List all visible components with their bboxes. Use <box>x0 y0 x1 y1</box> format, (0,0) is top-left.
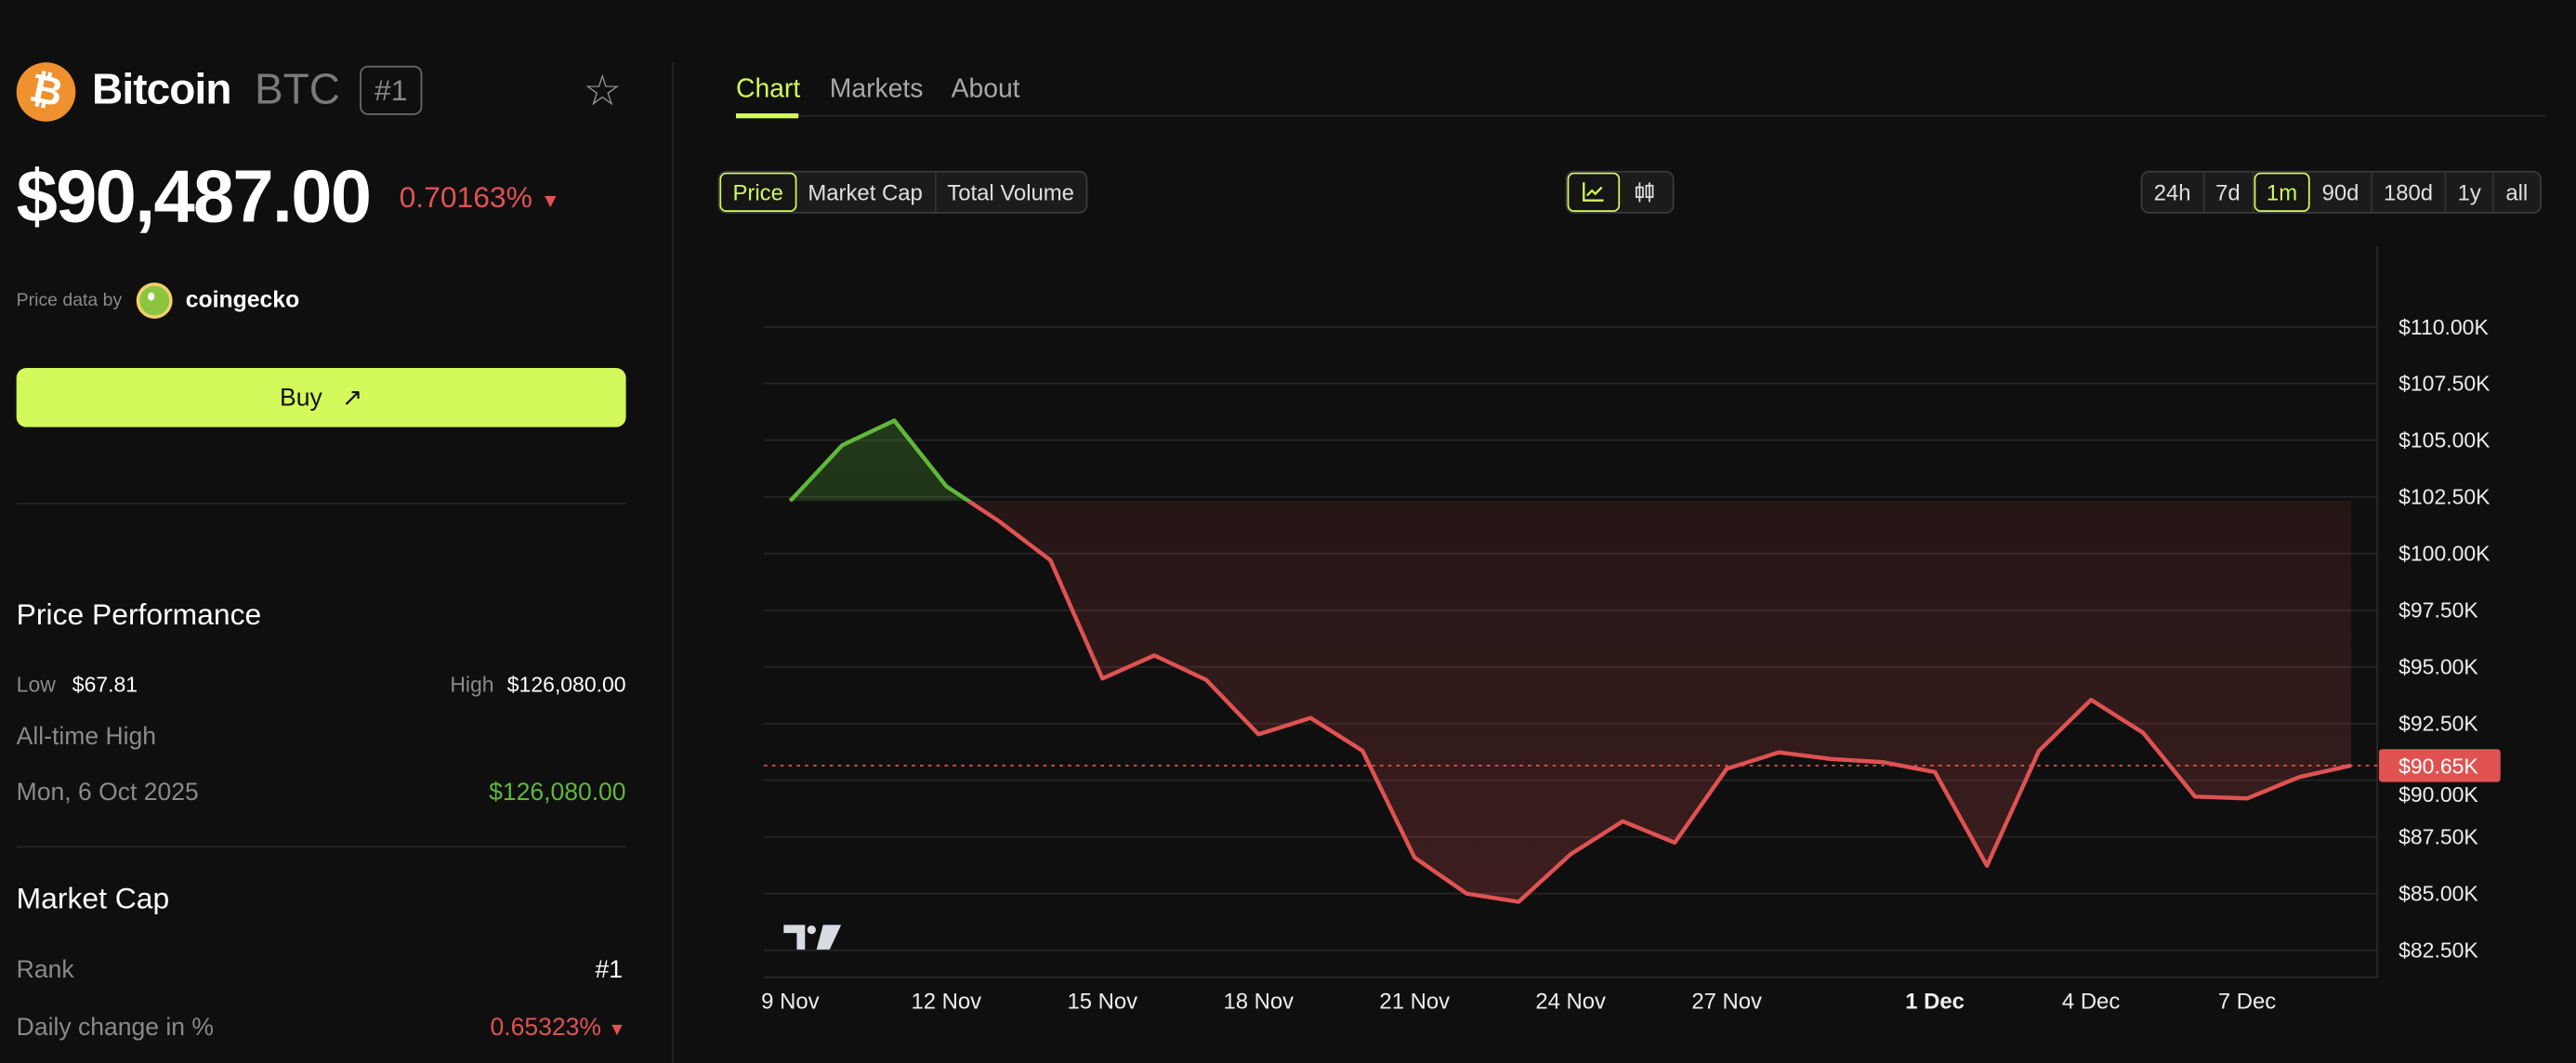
x-tick-label: 4 Dec <box>2062 989 2120 1014</box>
logo-part <box>783 925 805 950</box>
x-tick-label: 24 Nov <box>1535 989 1606 1014</box>
tradingview-logo-icon <box>783 925 841 950</box>
x-tick-label: 9 Nov <box>761 989 819 1014</box>
y-tick-label: $87.50K <box>2399 825 2478 849</box>
y-tick-label: $95.00K <box>2399 655 2478 679</box>
logo-part <box>808 925 816 934</box>
x-tick-label: 18 Nov <box>1223 989 1294 1014</box>
y-tick-label: $97.50K <box>2399 598 2478 623</box>
area-fill-below <box>790 421 2351 902</box>
current-price-label: $90.65K <box>2399 755 2478 779</box>
y-tick-label: $102.50K <box>2399 485 2491 509</box>
y-tick-label: $110.00K <box>2399 315 2489 339</box>
y-tick-label: $92.50K <box>2399 712 2478 736</box>
x-tick-label: 1 Dec <box>1905 989 1965 1014</box>
x-tick-label: 27 Nov <box>1691 989 1762 1014</box>
y-tick-label: $107.50K <box>2399 372 2491 396</box>
y-tick-label: $100.00K <box>2399 542 2491 566</box>
y-tick-label: $85.00K <box>2399 882 2478 906</box>
x-tick-label: 12 Nov <box>912 989 982 1014</box>
x-tick-label: 21 Nov <box>1379 989 1450 1014</box>
y-tick-label: $90.00K <box>2399 782 2478 807</box>
y-tick-label: $105.00K <box>2399 428 2491 453</box>
x-tick-label: 7 Dec <box>2218 989 2276 1014</box>
logo-part <box>817 925 842 950</box>
y-tick-label: $82.50K <box>2399 938 2478 963</box>
x-tick-label: 15 Nov <box>1067 989 1137 1014</box>
